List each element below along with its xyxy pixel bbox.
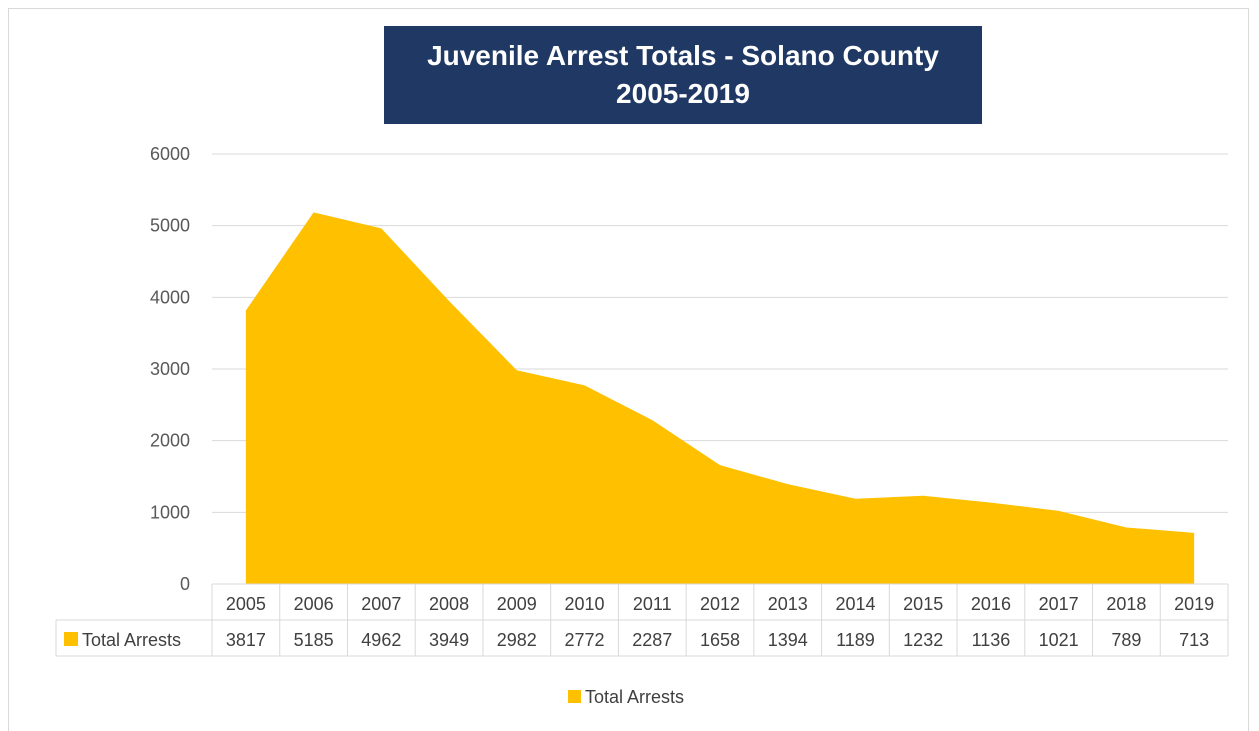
- data-value-label: 2772: [565, 630, 605, 650]
- data-table: 2005 2006 2007 2008 2009 2010 2011 2012 2013 2014…: [55, 583, 1229, 657]
- data-value-label: 789: [1111, 630, 1141, 650]
- y-tick-label: 4000: [150, 287, 190, 307]
- data-value-label: 1232: [903, 630, 943, 650]
- data-value-label: 4962: [361, 630, 401, 650]
- y-tick-label: 2000: [150, 431, 190, 451]
- legend: Total Arrests: [568, 687, 684, 707]
- x-category-label: 2009: [497, 594, 537, 614]
- x-category-label: 2006: [294, 594, 334, 614]
- x-category-label: 2013: [768, 594, 808, 614]
- data-value-label: 1658: [700, 630, 740, 650]
- x-category-label: 2011: [633, 594, 672, 614]
- x-category-label: 2007: [361, 594, 401, 614]
- x-category-label: 2010: [565, 594, 605, 614]
- data-value-label: 3949: [429, 630, 469, 650]
- y-axis-ticks: 0 1000 2000 3000 4000 5000 6000: [150, 144, 190, 594]
- chart-title: Juvenile Arrest Totals - Solano County 2…: [384, 26, 982, 124]
- table-series-label: Total Arrests: [82, 630, 181, 650]
- data-value-label: 5185: [294, 630, 334, 650]
- y-tick-label: 0: [180, 574, 190, 594]
- data-value-label: 1189: [836, 630, 875, 650]
- data-value-label: 2982: [497, 630, 537, 650]
- data-value-label: 3817: [226, 630, 266, 650]
- y-tick-label: 6000: [150, 144, 190, 164]
- x-category-label: 2012: [700, 594, 740, 614]
- y-tick-label: 3000: [150, 359, 190, 379]
- data-value-label: 1021: [1039, 630, 1079, 650]
- table-legend-swatch: [64, 632, 78, 646]
- y-tick-label: 5000: [150, 216, 190, 236]
- x-category-label: 2016: [971, 594, 1011, 614]
- legend-swatch: [568, 690, 581, 703]
- data-value-label: 2287: [632, 630, 672, 650]
- x-category-label: 2008: [429, 594, 469, 614]
- chart-title-line1: Juvenile Arrest Totals - Solano County: [427, 40, 939, 71]
- legend-label: Total Arrests: [585, 687, 684, 707]
- x-category-label: 2018: [1106, 594, 1146, 614]
- data-value-label: 1394: [768, 630, 808, 650]
- x-category-label: 2019: [1174, 594, 1214, 614]
- x-category-label: 2005: [226, 594, 266, 614]
- x-category-label: 2014: [835, 594, 875, 614]
- x-category-label: 2017: [1039, 594, 1079, 614]
- y-tick-label: 1000: [150, 502, 190, 522]
- area-total-arrests: [245, 212, 1195, 585]
- x-category-label: 2015: [903, 594, 943, 614]
- area-series: [245, 212, 1195, 585]
- chart-title-line2: 2005-2019: [616, 78, 750, 109]
- data-value-label: 713: [1179, 630, 1209, 650]
- data-value-label: 1136: [972, 630, 1011, 650]
